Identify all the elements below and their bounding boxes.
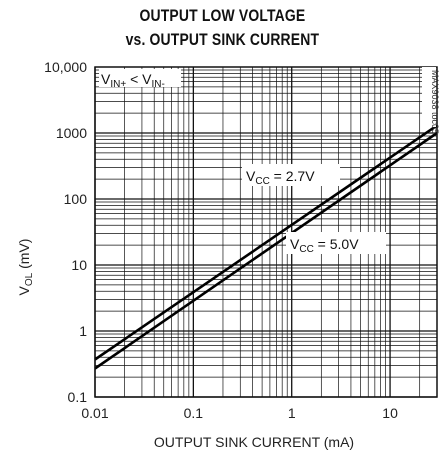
y-axis-label-main: V <box>16 285 32 295</box>
series-line-1 <box>94 131 438 370</box>
x-tick-label: 0.01 <box>81 405 108 421</box>
series-label-2v7-main: V <box>246 168 256 184</box>
y-axis-label-text: VOL (mV) <box>16 239 35 296</box>
plot-frame <box>94 66 438 398</box>
y-tick-labels: 0.1 1 10 100 1000 10,000 <box>44 59 87 405</box>
condition-label: VIN+ < VIN- <box>101 71 165 90</box>
series-label-2v7-sub: CC <box>255 176 269 187</box>
condition-main1: V <box>101 71 111 87</box>
y-axis-label-unit: (mV) <box>16 239 32 273</box>
series-line-0 <box>94 124 438 361</box>
x-axis-label: OUTPUT SINK CURRENT (mA) <box>154 434 354 450</box>
chart-title-line2: vs. OUTPUT SINK CURRENT <box>125 30 320 49</box>
y-axis-label-sub: OL <box>24 272 35 286</box>
condition-mid: < V <box>126 71 152 87</box>
condition-label-bg <box>99 69 181 87</box>
x-tick-labels: 0.01 0.1 1 10 <box>81 405 398 421</box>
y-tick-label: 0.1 <box>68 389 88 405</box>
condition-sub1: IN+ <box>110 79 126 90</box>
series-label-5v0: VCC = 5.0V <box>290 236 359 255</box>
series-label-bg-2v7 <box>242 164 340 186</box>
curves <box>94 124 438 370</box>
y-tick-label: 1 <box>79 323 87 339</box>
series-label-bg-5v0 <box>286 232 386 254</box>
chart-title-line1: OUTPUT LOW VOLTAGE <box>139 6 306 25</box>
x-tick-label: 10 <box>382 405 398 421</box>
part-number-bg <box>422 67 436 127</box>
y-tick-label: 10,000 <box>44 59 87 75</box>
series-label-2v7-value: = 2.7V <box>270 168 315 184</box>
series-label-2v7: VCC = 2.7V <box>246 168 315 187</box>
x-tick-label: 0.1 <box>184 405 204 421</box>
y-tick-label: 1000 <box>56 125 87 141</box>
series-label-5v0-sub: CC <box>299 244 313 255</box>
part-number: MAX9038 toc05 <box>430 70 440 134</box>
y-tick-label: 100 <box>64 191 88 207</box>
series-label-5v0-main: V <box>290 236 300 252</box>
x-tick-label: 1 <box>288 405 296 421</box>
series-label-5v0-value: = 5.0V <box>314 236 359 252</box>
y-axis-label: VOL (mV) <box>16 239 35 296</box>
condition-sub2: IN- <box>151 79 164 90</box>
y-tick-label: 10 <box>71 257 87 273</box>
